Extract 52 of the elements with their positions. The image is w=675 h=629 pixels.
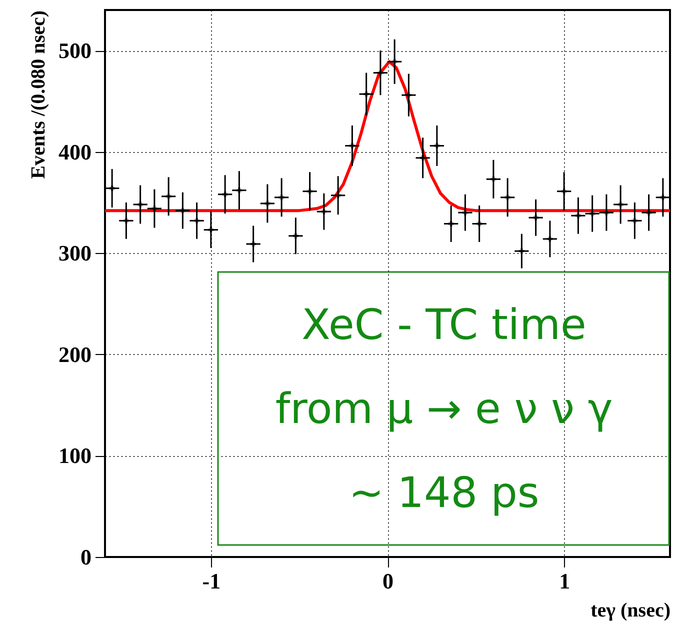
point <box>307 188 313 194</box>
point <box>533 214 539 220</box>
point <box>152 206 158 212</box>
point <box>236 188 242 194</box>
point <box>335 192 341 198</box>
point <box>518 248 524 254</box>
point <box>618 202 624 208</box>
point <box>222 192 228 198</box>
y-tick-label: 100 <box>58 443 92 468</box>
annotation: XeC - TC time from μ → e ν ν γ ~ 148 ps <box>275 300 613 517</box>
point <box>590 210 596 216</box>
point <box>434 143 440 148</box>
point <box>364 91 370 97</box>
point <box>292 233 298 239</box>
point <box>660 194 666 200</box>
y-tick-label: 400 <box>58 139 92 164</box>
point <box>575 212 581 218</box>
point <box>406 92 412 98</box>
point <box>504 194 510 200</box>
x-tick-label: -1 <box>202 568 221 594</box>
point <box>420 155 426 161</box>
point <box>208 227 214 233</box>
point <box>378 70 384 76</box>
y-tick-label: 200 <box>58 342 92 367</box>
point <box>462 210 468 216</box>
y-axis-title: Events /(0.080 nsec) <box>28 10 50 179</box>
point <box>123 218 129 224</box>
point <box>194 218 200 224</box>
point <box>264 200 270 206</box>
point <box>646 210 652 216</box>
point <box>490 176 496 182</box>
x-tick-label: 0 <box>382 568 394 594</box>
point <box>632 218 638 224</box>
point <box>547 236 553 242</box>
point <box>109 186 115 192</box>
x-tick-label: 1 <box>559 568 570 594</box>
point <box>250 241 256 247</box>
point <box>476 220 482 226</box>
y-tick-label: 500 <box>58 38 92 64</box>
point <box>278 194 284 200</box>
point <box>392 58 398 64</box>
x-axis-title: teγ (nsec) <box>590 600 670 622</box>
point <box>321 208 327 214</box>
point <box>166 194 172 200</box>
y-tick-label: 300 <box>58 240 92 266</box>
point <box>349 143 355 148</box>
point <box>180 208 186 214</box>
point <box>448 220 454 226</box>
y-tick-label: 0 <box>80 544 92 570</box>
point <box>561 188 567 194</box>
point <box>604 210 610 216</box>
point <box>138 202 144 208</box>
